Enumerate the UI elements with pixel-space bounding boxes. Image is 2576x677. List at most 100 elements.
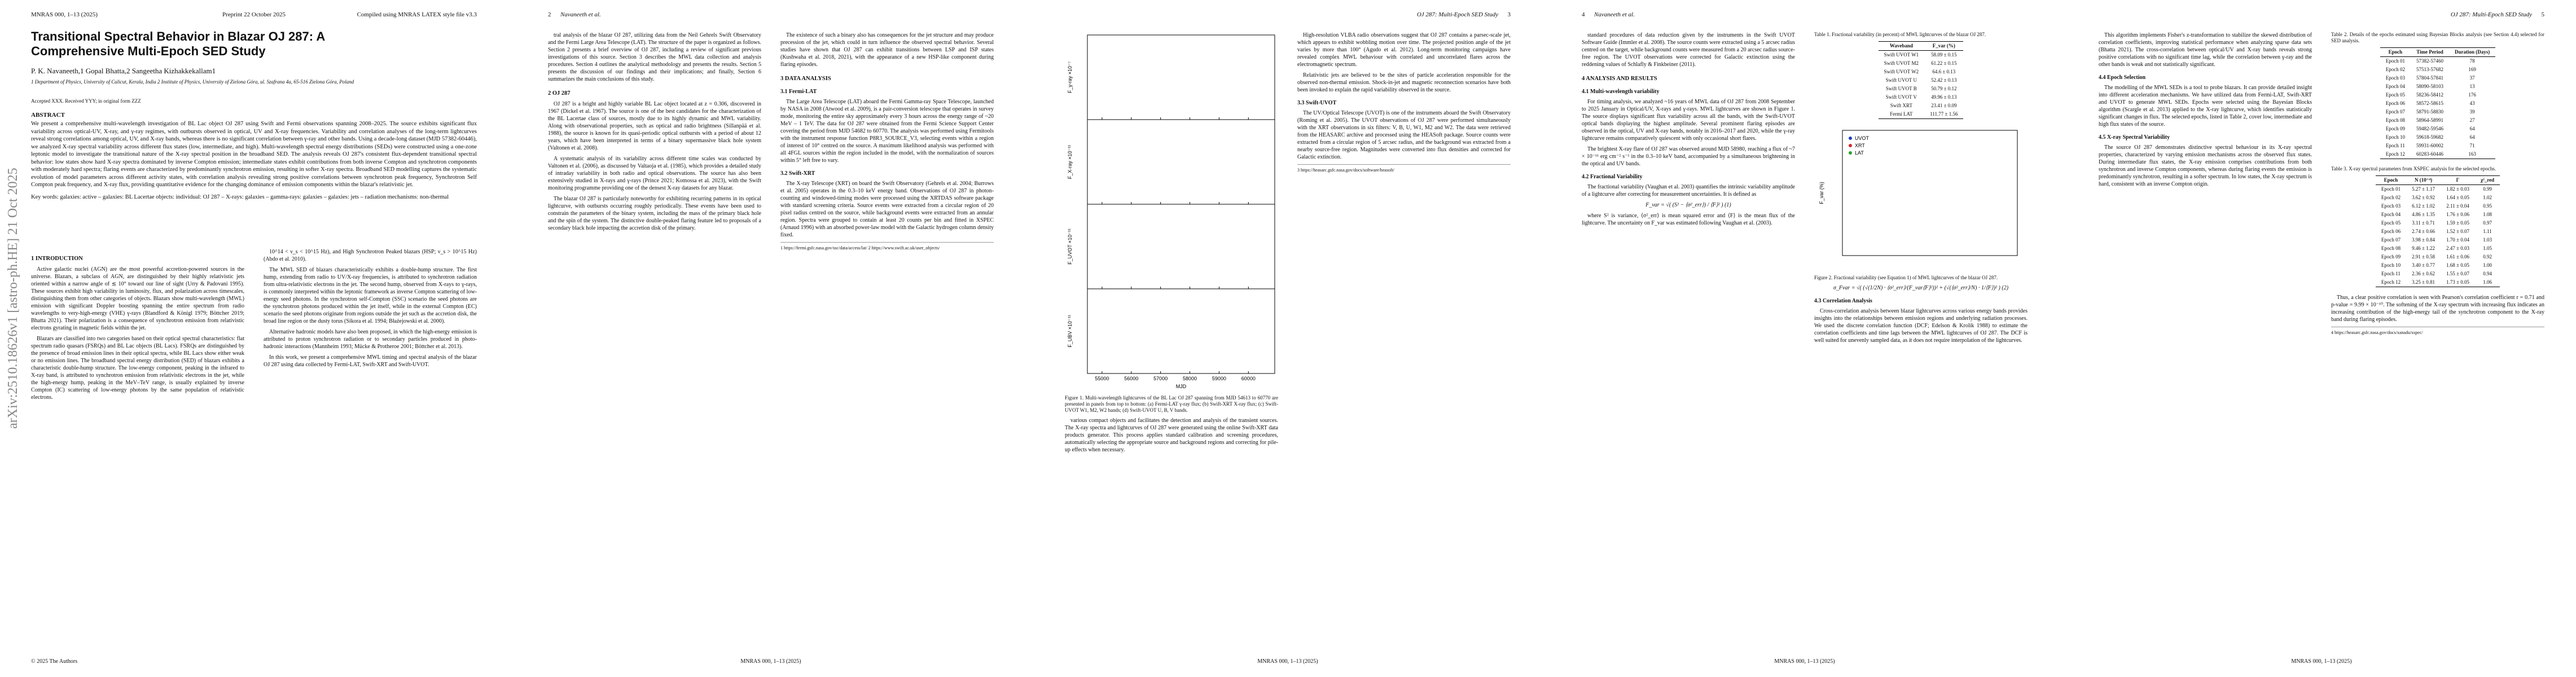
footnote: 1 https://fermi.gsfc.nasa.gov/ssc/data/a… bbox=[780, 242, 994, 252]
column-header: N (10⁻⁴) bbox=[2414, 177, 2433, 183]
table-cell: 1.03 bbox=[2483, 237, 2492, 243]
legend-label: LAT bbox=[1855, 150, 1864, 156]
text-column: 10^14 < ν_s < 10^15 Hz), and High Synchr… bbox=[264, 248, 477, 372]
table-row: Fermi LAT 111.77 ± 1.56 bbox=[1878, 110, 1964, 119]
panel-frame bbox=[1087, 34, 1275, 120]
table-cell: 58236-58412 bbox=[2416, 92, 2443, 98]
table-cell: 3.62 ± 0.92 bbox=[2412, 195, 2435, 200]
table-caption: Table 2. Details of the epochs estimated… bbox=[2331, 32, 2544, 43]
equation: σ_Fvar = √( (√(1/2N) · ⟨σ²_err⟩/(F_var⟨F… bbox=[1833, 285, 2009, 291]
paragraph: The X-ray Telescope (XRT) on board the S… bbox=[780, 181, 994, 238]
figure-caption: Figure 1. Multi-wavelength lightcurves o… bbox=[1065, 395, 1278, 413]
text-column: High-resolution VLBA radio observations … bbox=[1297, 32, 1511, 177]
header-text: MNRAS 000, 1–13 (2025) bbox=[31, 11, 98, 18]
page-footer: MNRAS 000, 1–13 (2025) bbox=[740, 658, 801, 665]
x-tick-label: 60000 bbox=[1241, 376, 1256, 381]
table-cell: Epoch 09 bbox=[2381, 254, 2401, 260]
table-cell: Fermi LAT bbox=[1890, 111, 1913, 117]
table-cell: 163 bbox=[2468, 151, 2476, 157]
table-cell: Epoch 03 bbox=[2381, 203, 2401, 209]
table-cell: 37 bbox=[2469, 75, 2475, 81]
table-cell: 1.06 bbox=[2483, 279, 2492, 285]
table-cell: 0.95 bbox=[2483, 203, 2492, 209]
table-cell: Epoch 04 bbox=[2381, 212, 2401, 217]
table-row: Epoch 12 60283-60446 163 bbox=[2380, 150, 2496, 159]
table-row: Swift UVOT M2 61.22 ± 0.15 bbox=[1879, 59, 1964, 68]
paragraph: 10^14 < ν_s < 10^15 Hz), and High Synchr… bbox=[264, 249, 477, 262]
legend-label: UVOT bbox=[1855, 135, 1870, 141]
panel-frame bbox=[1087, 288, 1275, 374]
paragraph: High-resolution VLBA radio observations … bbox=[1297, 32, 1511, 68]
table-cell: Epoch 11 bbox=[2385, 143, 2405, 148]
paragraph: Active galactic nuclei (AGN) are the mos… bbox=[31, 266, 244, 331]
table-cell: 0.99 bbox=[2483, 186, 2492, 192]
table-row: Epoch 01 57382-57460 78 bbox=[2380, 57, 2496, 66]
subsection-heading: 4.1 Multi-wavelength variability bbox=[1582, 89, 1660, 95]
y-axis-label: F_UBV ×10⁻¹¹ bbox=[1067, 315, 1073, 348]
table-cell: Epoch 12 bbox=[2385, 151, 2405, 157]
table-head: Waveband F_var (%) bbox=[1878, 41, 1964, 51]
table-cell: Swift XRT bbox=[1890, 103, 1912, 108]
paragraph: The MWL SED of blazars characteristicall… bbox=[264, 267, 477, 324]
table-cell: Epoch 09 bbox=[2385, 126, 2405, 131]
table-cell: 3.11 ± 0.71 bbox=[2412, 220, 2435, 226]
header-text: Compiled using MNRAS LATEX style file v3… bbox=[357, 11, 477, 18]
legend-label: XRT bbox=[1855, 143, 1865, 148]
table-cell: Epoch 05 bbox=[2385, 92, 2405, 98]
table-cell: 49.96 ± 0.13 bbox=[1931, 94, 1957, 100]
section-heading: 2 OJ 287 bbox=[548, 90, 571, 96]
abstract-heading: ABSTRACT bbox=[31, 112, 65, 118]
table-cell: 58090-58103 bbox=[2416, 83, 2443, 89]
header-text: 4 bbox=[1582, 11, 1585, 18]
table-row: Swift UVOT W1 58.09 ± 0.15 bbox=[1879, 51, 1964, 60]
table-cell: 64 bbox=[2469, 134, 2475, 140]
table-cell: 1.05 bbox=[2483, 245, 2492, 251]
abstract: We present a comprehensive multi-wavelen… bbox=[31, 121, 477, 188]
table-cell: 1.73 ± 0.05 bbox=[2446, 279, 2469, 285]
subsection-heading: 4.4 Epoch Selection bbox=[2099, 74, 2146, 81]
table-cell: 71 bbox=[2469, 143, 2475, 148]
subsection-heading: 4.5 X-ray Spectral Variability bbox=[2099, 134, 2170, 140]
x-tick-label: 55000 bbox=[1095, 376, 1109, 381]
table-cell: 57382-57460 bbox=[2416, 58, 2443, 64]
table-cell: 0.92 bbox=[2483, 254, 2492, 260]
table-cell: 57804-57841 bbox=[2416, 75, 2443, 81]
subsection-heading: 4.3 Correlation Analysis bbox=[1814, 298, 1872, 304]
table-cell: 1.59 ± 0.05 bbox=[2446, 220, 2469, 226]
x-tick-label: 56000 bbox=[1124, 376, 1138, 381]
table-cell: 59618-59682 bbox=[2416, 134, 2443, 140]
paragraph: standard procedures of data reduction gi… bbox=[1582, 32, 1795, 68]
table-row: Swift UVOT V 49.96 ± 0.13 bbox=[1879, 93, 1964, 102]
table-cell: Epoch 10 bbox=[2381, 262, 2401, 268]
table-cell: 13 bbox=[2469, 83, 2475, 89]
table-cell: Epoch 12 bbox=[2381, 279, 2401, 285]
table-cell: Epoch 01 bbox=[2381, 186, 2401, 192]
text-column: Table 2. Details of the epochs estimated… bbox=[2331, 32, 2544, 340]
legend-marker bbox=[1849, 137, 1852, 140]
table-body: Epoch 01 5.27 ± 1.17 1.82 ± 0.03 0.99 Epoch … bbox=[2375, 185, 2500, 287]
table-cell: 59931-60002 bbox=[2416, 143, 2443, 148]
table-cell: 1.11 bbox=[2483, 228, 2492, 234]
table-cell: 169 bbox=[2468, 67, 2476, 72]
table-cell: Epoch 06 bbox=[2381, 228, 2401, 234]
page: 2 Navaneeth et al. tral analysis of the bl… bbox=[517, 0, 1025, 677]
footnote: 4 https://heasarc.gsfc.nasa.gov/docs/xan… bbox=[2331, 327, 2544, 336]
table-cell: 0.97 bbox=[2483, 220, 2492, 226]
paragraph: Thus, a clear positive correlation is se… bbox=[2331, 294, 2544, 323]
table-cell: 111.77 ± 1.56 bbox=[1930, 111, 1958, 117]
column-header: Γ bbox=[2456, 177, 2460, 183]
table-cell: 9.46 ± 1.22 bbox=[2412, 245, 2435, 251]
paper-title: Transitional Spectral Behavior in Blazar… bbox=[31, 29, 325, 58]
table-cell: 1.76 ± 0.06 bbox=[2446, 212, 2469, 217]
table-cell: Epoch 08 bbox=[2381, 245, 2401, 251]
text-column: The existence of such a binary also has … bbox=[780, 32, 994, 255]
paragraph: Cross-correlation analysis between blaza… bbox=[1814, 308, 2028, 344]
subsection-heading: 3.1 Fermi-LAT bbox=[780, 89, 817, 95]
table-body: Swift UVOT W1 58.09 ± 0.15 Swift UVOT M2 61… bbox=[1878, 51, 1964, 119]
table-row: Epoch 07 58791-58830 39 bbox=[2380, 108, 2496, 116]
table-cell: 27 bbox=[2469, 117, 2475, 123]
text-column: F_γ-ray ×10⁻⁷ F_X-ray ×10⁻¹¹ F_UVOT ×10⁻¹¹… bbox=[1065, 32, 1278, 457]
x-tick-label: 59000 bbox=[1212, 376, 1226, 381]
section-heading: 3 DATA ANALYSIS bbox=[780, 76, 831, 82]
column-header: Time Period bbox=[2416, 49, 2443, 55]
